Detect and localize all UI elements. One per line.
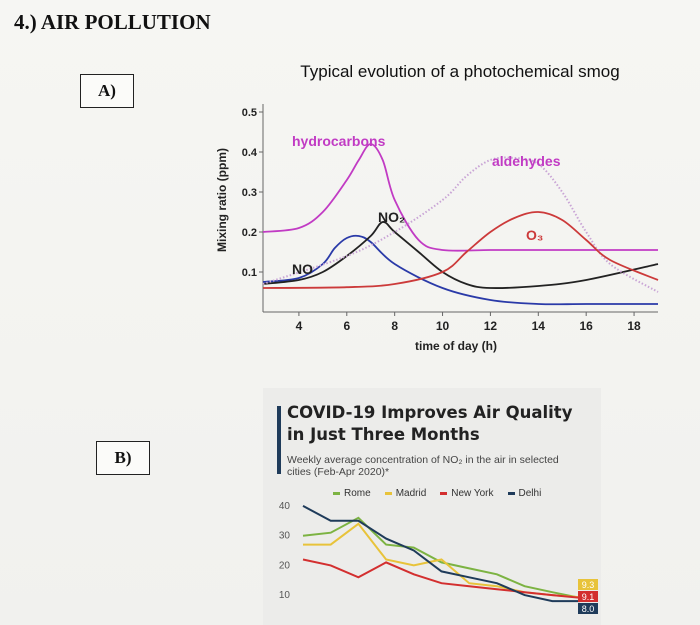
legend-label: New York [451, 488, 494, 499]
covid-series-delhi-line [302, 505, 580, 603]
series-hydrocarbons-line [262, 143, 658, 252]
covid-y-tick-label: 20 [279, 560, 291, 571]
covid-series-rome-line [302, 516, 581, 599]
x-tick-label: 8 [391, 319, 398, 333]
annotation-2: NO₂ [378, 209, 405, 225]
legend-label: Rome [344, 488, 371, 499]
covid-y-tick-label: 30 [279, 531, 291, 542]
covid-subtitle: Weekly average concentration of NO₂ in t… [287, 454, 559, 478]
x-tick-label: 18 [627, 319, 641, 333]
value-badge: 9.3 [578, 579, 598, 590]
x-tick-label: 14 [532, 319, 546, 333]
y-tick-label: 0.5 [242, 107, 257, 119]
y-tick-label: 0.2 [242, 227, 257, 239]
section-label-a: A) [80, 74, 134, 108]
legend-swatch [333, 492, 340, 495]
page-title: 4.) AIR POLLUTION [14, 10, 211, 34]
smog-chart-title: Typical evolution of a photochemical smo… [300, 62, 620, 81]
annotation-1: aldehydes [492, 153, 561, 169]
legend-item-madrid: Madrid [384, 488, 427, 499]
y-axis-label: Mixing ratio (ppm) [215, 148, 229, 252]
legend-item-rome: Rome [333, 488, 371, 499]
x-tick-label: 12 [484, 319, 498, 333]
x-tick-label: 4 [296, 319, 303, 333]
annotation-4: NO [292, 261, 313, 277]
legend-item-delhi: Delhi [507, 488, 542, 499]
y-tick-label: 0.3 [242, 187, 257, 199]
annotation-0: hydrocarbons [292, 133, 386, 149]
covid-series-new-york-line [302, 558, 581, 599]
section-label-b: B) [96, 441, 150, 475]
series-no2-line [262, 221, 659, 289]
covid-y-tick-label: 10 [279, 590, 291, 601]
annotation-3: O₃ [526, 227, 543, 243]
covid-y-tick-label: 40 [279, 501, 291, 512]
x-tick-label: 6 [343, 319, 350, 333]
legend-item-new-york: New York [440, 488, 494, 499]
value-badge: 9.1 [578, 591, 598, 602]
y-tick-label: 0.1 [242, 267, 257, 279]
legend-swatch [384, 492, 392, 495]
x-tick-label: 16 [580, 319, 594, 333]
series-aldehydes-line [262, 156, 659, 293]
accent-bar [277, 406, 281, 474]
legend-swatch [440, 492, 448, 495]
y-tick-label: 0.4 [242, 147, 258, 159]
covid-legend: Rome Madrid New York Delhi [333, 488, 541, 499]
series-o3-line [262, 211, 659, 289]
value-badge: 8.0 [578, 603, 598, 614]
x-tick-label: 10 [436, 319, 450, 333]
covid-title: COVID-19 Improves Air Quality in Just Th… [287, 403, 573, 444]
covid-series-madrid-line [303, 522, 581, 599]
legend-swatch [507, 492, 515, 495]
x-axis-label: time of day (h) [415, 339, 497, 353]
legend-label: Madrid [395, 488, 427, 499]
covid-infographic: COVID-19 Improves Air Quality in Just Th… [263, 388, 601, 625]
series-no-line [262, 234, 658, 306]
legend-label: Delhi [518, 488, 542, 499]
